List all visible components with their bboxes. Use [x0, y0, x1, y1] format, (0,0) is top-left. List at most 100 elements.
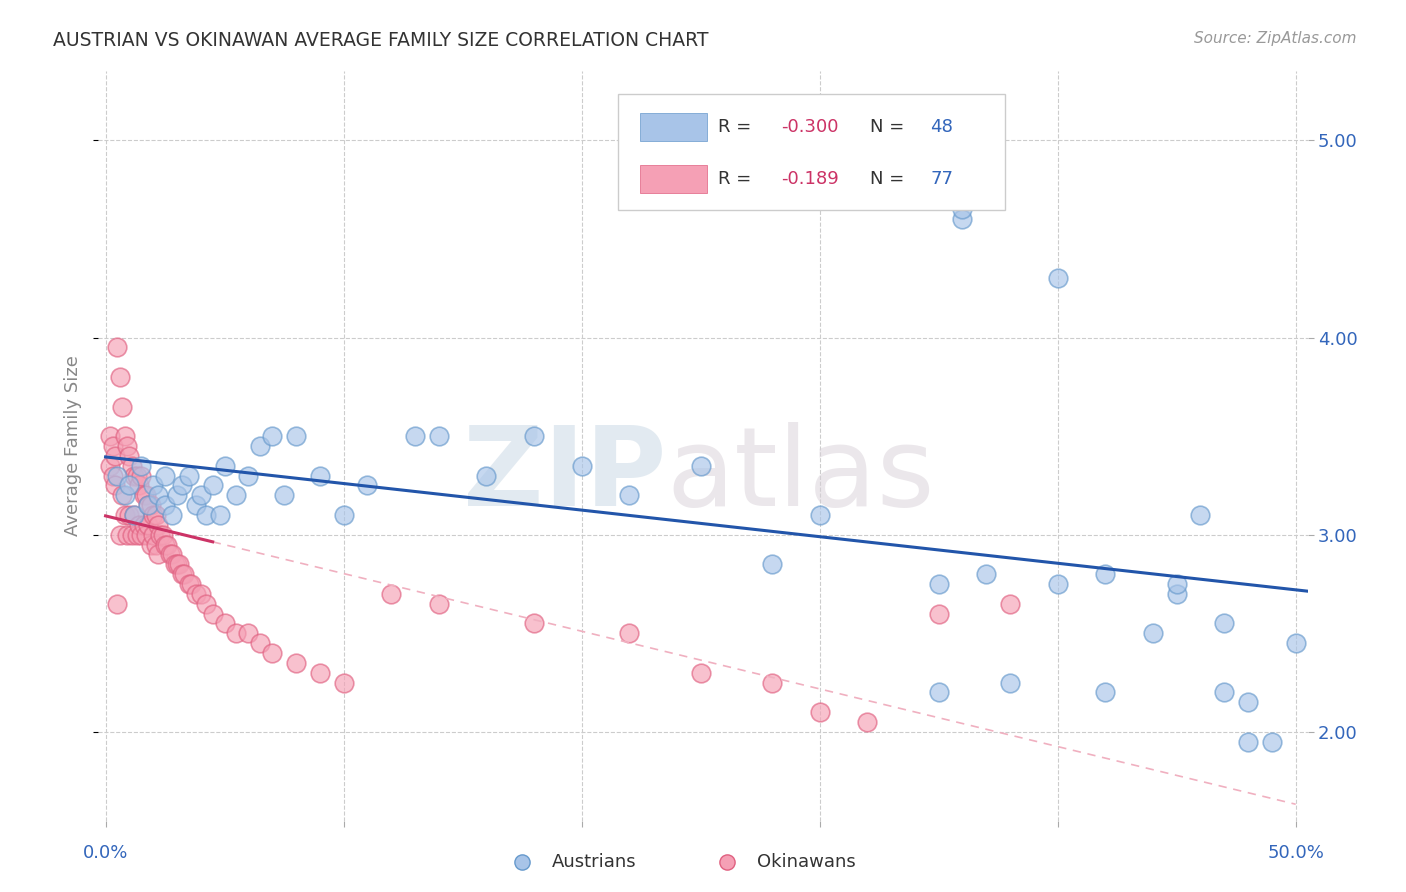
Point — [1094, 567, 1116, 582]
Point — [145, 508, 167, 522]
Point — [125, 468, 148, 483]
Point — [111, 400, 134, 414]
Point — [114, 429, 136, 443]
Point — [1285, 636, 1308, 650]
Point — [177, 468, 200, 483]
Point — [128, 517, 150, 532]
Point — [132, 517, 155, 532]
Point — [169, 558, 191, 572]
Point — [262, 646, 284, 660]
Point — [156, 538, 179, 552]
Point — [523, 429, 546, 443]
Point — [98, 429, 121, 443]
Point — [153, 498, 176, 512]
Point — [928, 685, 950, 699]
Point — [98, 458, 121, 473]
Point — [201, 478, 224, 492]
Point — [808, 705, 831, 719]
Point — [208, 508, 231, 522]
Point — [153, 468, 176, 483]
Point — [111, 488, 134, 502]
Point — [107, 597, 129, 611]
Point — [665, 133, 688, 147]
Point — [1166, 587, 1188, 601]
Point — [194, 508, 217, 522]
Point — [115, 527, 138, 541]
Point — [118, 508, 141, 522]
Point — [998, 597, 1021, 611]
Point — [160, 508, 183, 522]
FancyBboxPatch shape — [619, 94, 1005, 210]
Text: ZIP: ZIP — [464, 423, 666, 530]
Point — [184, 498, 207, 512]
Point — [132, 488, 155, 502]
Point — [928, 607, 950, 621]
Point — [523, 616, 546, 631]
Point — [138, 498, 160, 512]
Text: N =: N = — [870, 170, 904, 188]
Text: N =: N = — [870, 118, 904, 136]
Point — [249, 636, 271, 650]
Text: Okinawans: Okinawans — [758, 853, 856, 871]
Point — [180, 577, 202, 591]
Point — [145, 538, 167, 552]
Point — [114, 508, 136, 522]
Point — [104, 478, 127, 492]
Point — [142, 527, 165, 541]
Point — [138, 517, 160, 532]
Point — [308, 468, 330, 483]
Point — [974, 567, 997, 582]
Point — [139, 498, 162, 512]
Y-axis label: Average Family Size: Average Family Size — [65, 356, 83, 536]
Point — [101, 468, 124, 483]
Point — [1189, 508, 1212, 522]
Point — [118, 478, 141, 492]
Point — [159, 548, 181, 562]
Point — [173, 567, 195, 582]
Point — [170, 567, 193, 582]
Point — [761, 675, 783, 690]
Point — [166, 488, 188, 502]
Point — [214, 458, 236, 473]
Point — [114, 488, 136, 502]
Text: -0.189: -0.189 — [782, 170, 839, 188]
Point — [1237, 695, 1260, 709]
Point — [225, 488, 247, 502]
Point — [177, 577, 200, 591]
Point — [1213, 616, 1236, 631]
Point — [761, 558, 783, 572]
Point — [190, 488, 212, 502]
Point — [1094, 685, 1116, 699]
Text: 48: 48 — [931, 118, 953, 136]
Point — [125, 527, 148, 541]
FancyBboxPatch shape — [640, 165, 707, 194]
Point — [122, 508, 145, 522]
Point — [856, 714, 879, 729]
Text: 0.0%: 0.0% — [83, 845, 128, 863]
Point — [689, 458, 711, 473]
Point — [129, 468, 152, 483]
Point — [108, 527, 131, 541]
Point — [166, 558, 188, 572]
Point — [122, 468, 145, 483]
Point — [184, 587, 207, 601]
Point — [107, 340, 129, 354]
Point — [108, 370, 131, 384]
Point — [404, 429, 426, 443]
Point — [808, 508, 831, 522]
Text: 50.0%: 50.0% — [1267, 845, 1324, 863]
Point — [427, 429, 450, 443]
Point — [170, 478, 193, 492]
Point — [998, 675, 1021, 690]
Text: R =: R = — [717, 118, 751, 136]
Point — [138, 498, 160, 512]
Point — [152, 527, 174, 541]
Point — [356, 478, 378, 492]
Point — [153, 538, 176, 552]
Point — [1261, 735, 1284, 749]
FancyBboxPatch shape — [640, 112, 707, 141]
Text: atlas: atlas — [666, 423, 935, 530]
Point — [135, 488, 157, 502]
Text: R =: R = — [717, 170, 751, 188]
Point — [952, 212, 974, 227]
